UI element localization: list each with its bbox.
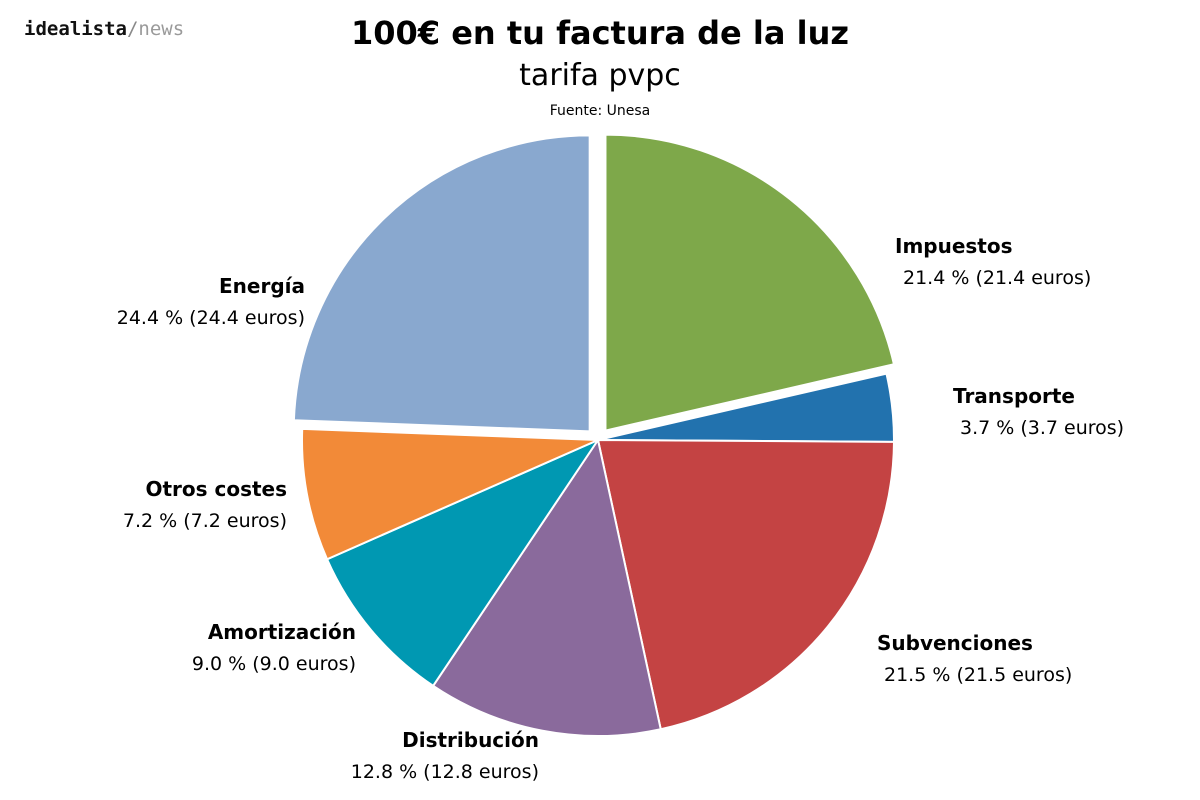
pie-slice-7 xyxy=(292,134,591,433)
brand-section: news xyxy=(138,18,185,40)
pie-slice-4 xyxy=(431,437,662,737)
slice-label-1: Impuestos xyxy=(895,234,1013,258)
slice-label-5: Amortización xyxy=(208,620,356,644)
pie-slice-6 xyxy=(301,427,599,561)
slice-label-6: Otros costes xyxy=(145,477,287,501)
chart-title: 100€ en tu factura de la luz xyxy=(351,14,849,52)
slice-value-4: 12.8 % (12.8 euros) xyxy=(351,761,539,783)
slice-label-2: Transporte xyxy=(953,384,1075,408)
slice-value-7: 24.4 % (24.4 euros) xyxy=(117,307,305,329)
slice-value-1: 21.4 % (21.4 euros) xyxy=(903,267,1091,289)
slice-label-4: Distribución xyxy=(402,728,539,752)
chart-subtitle: tarifa pvpc xyxy=(519,58,681,93)
pie-slice-1 xyxy=(604,133,896,432)
slice-value-3: 21.5 % (21.5 euros) xyxy=(884,664,1072,686)
slice-label-3: Subvenciones xyxy=(877,631,1033,655)
brand-name: idealista xyxy=(24,18,127,40)
pie-slice-3 xyxy=(596,438,896,731)
slice-value-2: 3.7 % (3.7 euros) xyxy=(960,417,1124,439)
brand-logo: idealista/news xyxy=(24,18,184,40)
slice-value-5: 9.0 % (9.0 euros) xyxy=(192,653,356,675)
slice-label-7: Energía xyxy=(219,274,305,298)
chart-source: Fuente: Unesa xyxy=(549,103,651,119)
brand-separator: / xyxy=(126,18,139,40)
pie-labels: Impuestos 21.4 % (21.4 euros) Transporte 3.… xyxy=(117,234,1124,783)
pie-slice-5 xyxy=(325,437,601,688)
slice-value-6: 7.2 % (7.2 euros) xyxy=(123,510,287,532)
pie-slices xyxy=(292,133,896,737)
